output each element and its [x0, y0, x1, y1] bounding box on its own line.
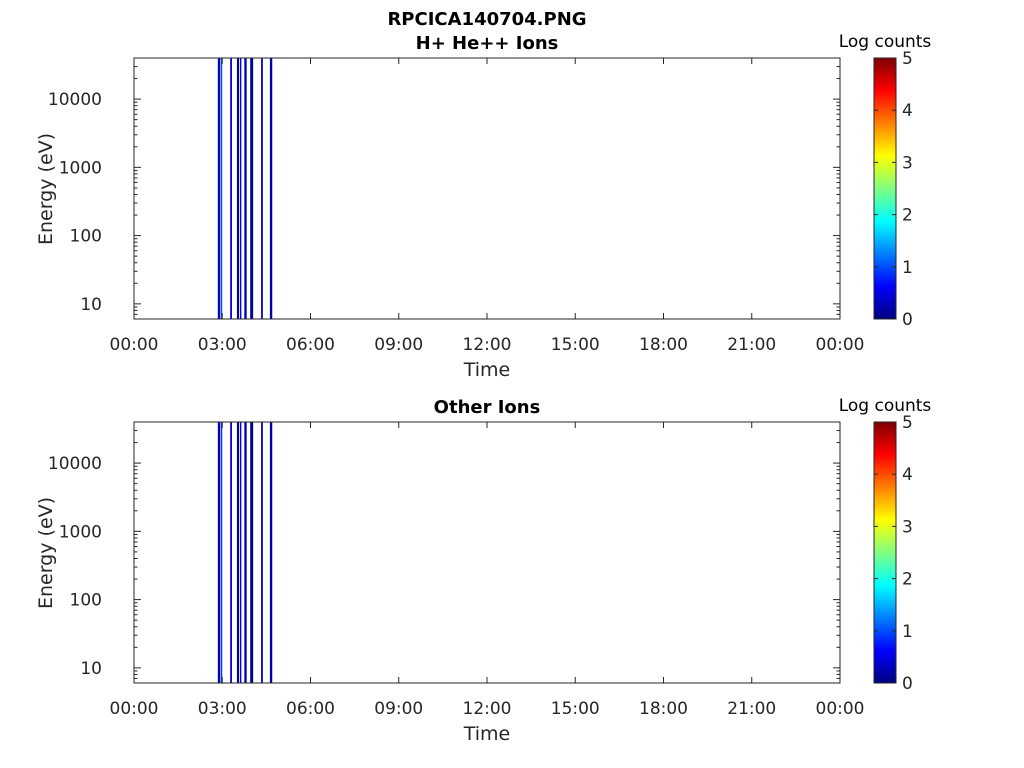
- data-stripe: [261, 58, 263, 319]
- data-stripe: [220, 422, 223, 683]
- panel-other-ions: Other Ions 00:00 03:00 06:00 09:00 12:00 15:0…: [35, 396, 931, 745]
- colorbar-label: Log counts: [839, 32, 932, 52]
- y-tick-label: 1000: [59, 522, 102, 542]
- data-stripe: [217, 422, 221, 683]
- data-stripe: [236, 58, 240, 319]
- panel-h-he-ions: H+ He++ Ions 00:00 03:00 06:00 09:00 12:00 15…: [35, 32, 931, 381]
- x-axis-label: Time: [463, 359, 511, 381]
- data-stripe: [244, 422, 247, 683]
- colorbar-tick-label: 1: [902, 258, 913, 278]
- data-stripe: [230, 58, 232, 319]
- colorbar-tick-label: 2: [902, 570, 913, 590]
- colorbar-tick-label: 3: [902, 153, 913, 173]
- colorbar-tick-label: 2: [902, 206, 913, 226]
- colorbar-gradient: [873, 421, 897, 684]
- x-tick-label: 03:00: [198, 699, 247, 719]
- panel-title: H+ He++ Ions: [416, 33, 559, 54]
- y-tick-label: 100: [70, 227, 102, 247]
- data-stripe: [269, 58, 273, 319]
- colorbar-tick-label: 3: [902, 517, 913, 537]
- x-tick-label: 21:00: [727, 335, 776, 355]
- colorbar-tick-label: 0: [902, 310, 913, 330]
- x-tick-label: 21:00: [727, 699, 776, 719]
- colorbar-gradient: [873, 57, 897, 320]
- x-tick-label: 15:00: [551, 699, 600, 719]
- data-stripe: [250, 422, 254, 683]
- colorbar-tick-label: 0: [902, 674, 913, 694]
- y-axis-label: Energy (eV): [35, 497, 57, 609]
- x-tick-label: 00:00: [816, 699, 865, 719]
- data-stripe: [239, 58, 242, 319]
- y-tick-label: 1000: [59, 158, 102, 178]
- data-stripe: [269, 422, 273, 683]
- data-stripe: [217, 58, 221, 319]
- y-tick-label: 10000: [48, 90, 102, 110]
- data-stripe: [239, 422, 242, 683]
- panel-title: Other Ions: [434, 397, 541, 418]
- x-tick-label: 18:00: [639, 335, 688, 355]
- y-tick-label: 10: [80, 295, 102, 315]
- x-tick-label: 15:00: [551, 335, 600, 355]
- x-tick-label: 06:00: [286, 335, 335, 355]
- colorbar-label: Log counts: [839, 396, 932, 416]
- x-axis-label: Time: [463, 723, 511, 745]
- colorbar: 0 1 2 3 4 5: [873, 413, 913, 694]
- x-tick-label: 12:00: [463, 699, 512, 719]
- data-stripe: [244, 58, 247, 319]
- x-tick-label: 06:00: [286, 699, 335, 719]
- data-stripe: [261, 422, 263, 683]
- figure-title: RPCICA140704.PNG: [387, 9, 586, 30]
- x-tick-label: 12:00: [463, 335, 512, 355]
- x-tick-label: 00:00: [816, 335, 865, 355]
- colorbar-tick-label: 4: [902, 465, 913, 485]
- x-tick-label: 03:00: [198, 335, 247, 355]
- data-stripe: [236, 422, 240, 683]
- x-tick-label: 09:00: [374, 699, 423, 719]
- x-tick-label: 00:00: [110, 699, 159, 719]
- y-tick-label: 10: [80, 659, 102, 679]
- x-tick-label: 00:00: [110, 335, 159, 355]
- colorbar-tick-label: 1: [902, 622, 913, 642]
- plot-area: 00:00 03:00 06:00 09:00 12:00 15:00 18:00 21:00…: [48, 421, 865, 719]
- data-stripe: [250, 58, 254, 319]
- colorbar-tick-label: 5: [902, 49, 913, 69]
- x-tick-label: 18:00: [639, 699, 688, 719]
- y-axis-label: Energy (eV): [35, 133, 57, 245]
- data-stripe: [230, 422, 232, 683]
- y-tick-label: 100: [70, 591, 102, 611]
- plot-area: 00:00 03:00 06:00 09:00 12:00 15:00 18:00 21:00…: [48, 57, 865, 355]
- data-stripe: [220, 58, 223, 319]
- colorbar-tick-label: 5: [902, 413, 913, 433]
- colorbar: 0 1 2 3 4 5: [873, 49, 913, 330]
- colorbar-tick-label: 4: [902, 101, 913, 121]
- x-tick-label: 09:00: [374, 335, 423, 355]
- y-tick-label: 10000: [48, 454, 102, 474]
